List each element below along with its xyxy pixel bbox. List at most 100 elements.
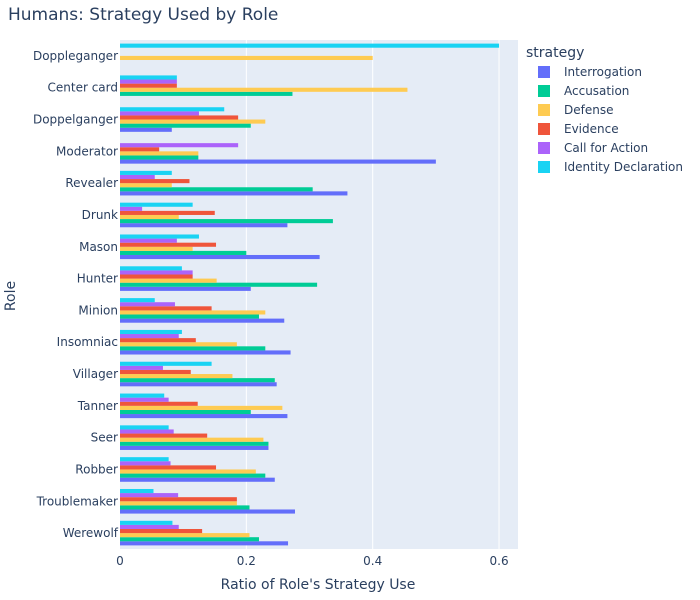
- bar: [120, 223, 288, 228]
- x-axis-title: Ratio of Role's Strategy Use: [221, 577, 416, 593]
- bar: [120, 75, 177, 80]
- y-tick-label: Seer: [91, 431, 118, 445]
- bar: [120, 187, 313, 192]
- bar: [120, 541, 289, 546]
- bar: [120, 493, 179, 498]
- legend-swatch[interactable]: [538, 85, 550, 97]
- legend-swatch[interactable]: [538, 123, 550, 135]
- legend-swatch[interactable]: [538, 142, 550, 154]
- bar: [120, 270, 193, 275]
- bar: [120, 298, 155, 303]
- bar: [120, 397, 169, 402]
- bar: [120, 457, 169, 462]
- bar: [120, 361, 212, 366]
- bar: [120, 206, 143, 211]
- bar: [120, 91, 293, 96]
- bar: [120, 143, 239, 148]
- x-tick-label: 0.4: [363, 554, 382, 568]
- y-tick-label: Doppelganger: [33, 113, 118, 127]
- bar: [120, 365, 163, 370]
- bar: [120, 274, 193, 279]
- bar: [120, 433, 208, 438]
- x-tick-labels: 0 0.2 0.4 0.6: [116, 554, 508, 568]
- bar: [120, 501, 237, 506]
- y-tick-label: Werewolf: [63, 526, 119, 540]
- bar: [120, 123, 251, 128]
- bar: [120, 214, 179, 220]
- bar: [120, 266, 182, 271]
- bar: [120, 401, 198, 406]
- bar: [120, 409, 251, 415]
- bar: [120, 250, 247, 255]
- bar: [120, 183, 172, 188]
- bar: [120, 505, 250, 510]
- bar: [120, 445, 269, 450]
- y-tick-label: Center card: [48, 81, 119, 95]
- bar: [120, 286, 251, 291]
- legend-label[interactable]: Call for Action: [564, 141, 648, 155]
- bar: [120, 107, 225, 112]
- bar: [120, 338, 196, 343]
- bar: [120, 246, 193, 251]
- bar: [120, 55, 373, 61]
- bar: [120, 147, 160, 152]
- bar: [120, 155, 199, 160]
- bar: [120, 382, 277, 387]
- bar: [120, 537, 259, 542]
- bar: [120, 469, 256, 474]
- bar: [120, 43, 500, 48]
- bar: [120, 441, 269, 446]
- bar: [120, 254, 320, 260]
- x-tick-label: 0.2: [237, 554, 256, 568]
- x-tick-label: 0: [116, 554, 124, 568]
- bar: [120, 310, 266, 315]
- bar: [120, 509, 295, 514]
- bar: [120, 119, 266, 124]
- bar: [120, 111, 199, 116]
- y-tick-label: Moderator: [56, 144, 118, 158]
- legend-swatch[interactable]: [538, 161, 550, 173]
- legend-label[interactable]: Defense: [564, 103, 613, 117]
- y-tick-label: Tanner: [77, 399, 118, 413]
- legend-title: strategy: [526, 45, 584, 61]
- legend-label[interactable]: Identity Declaration: [564, 160, 683, 174]
- bar: [120, 174, 155, 180]
- bar: [120, 477, 275, 482]
- y-axis-title: Role: [3, 281, 19, 311]
- legend-swatch[interactable]: [538, 66, 550, 78]
- legend-swatch[interactable]: [538, 104, 550, 116]
- bar: [120, 234, 199, 239]
- y-tick-label: Revealer: [65, 176, 118, 190]
- y-tick-label: Doppleganger: [33, 49, 118, 63]
- bars: [120, 43, 500, 546]
- bar: [120, 533, 250, 538]
- bar: [120, 374, 233, 379]
- x-tick-label: 0.6: [490, 554, 509, 568]
- legend-label[interactable]: Interrogation: [564, 65, 642, 79]
- y-tick-label: Mason: [79, 240, 118, 254]
- bar: [120, 159, 436, 164]
- bar: [120, 127, 172, 132]
- y-tick-label: Minion: [78, 303, 118, 317]
- bar: [120, 329, 182, 335]
- bar: [120, 179, 190, 184]
- bar: [120, 115, 239, 120]
- legend: strategy Interrogation Accusation Defense E…: [526, 45, 683, 174]
- bar: [120, 219, 333, 224]
- y-tick-label: Hunter: [77, 272, 118, 286]
- chart-title: Humans: Strategy Used by Role: [8, 5, 278, 25]
- bar: [120, 210, 215, 215]
- bar: [120, 83, 177, 88]
- bar: [120, 346, 266, 351]
- legend-label[interactable]: Accusation: [564, 84, 629, 98]
- bar: [120, 437, 264, 442]
- bar: [120, 238, 177, 243]
- bar: [120, 378, 275, 383]
- legend-label[interactable]: Evidence: [564, 122, 619, 136]
- bar: [120, 414, 288, 419]
- bar: [120, 278, 217, 283]
- bar: [120, 520, 173, 525]
- y-tick-labels: Doppleganger Center card Doppelganger Moder…: [33, 49, 119, 540]
- y-tick-label: Drunk: [82, 208, 118, 222]
